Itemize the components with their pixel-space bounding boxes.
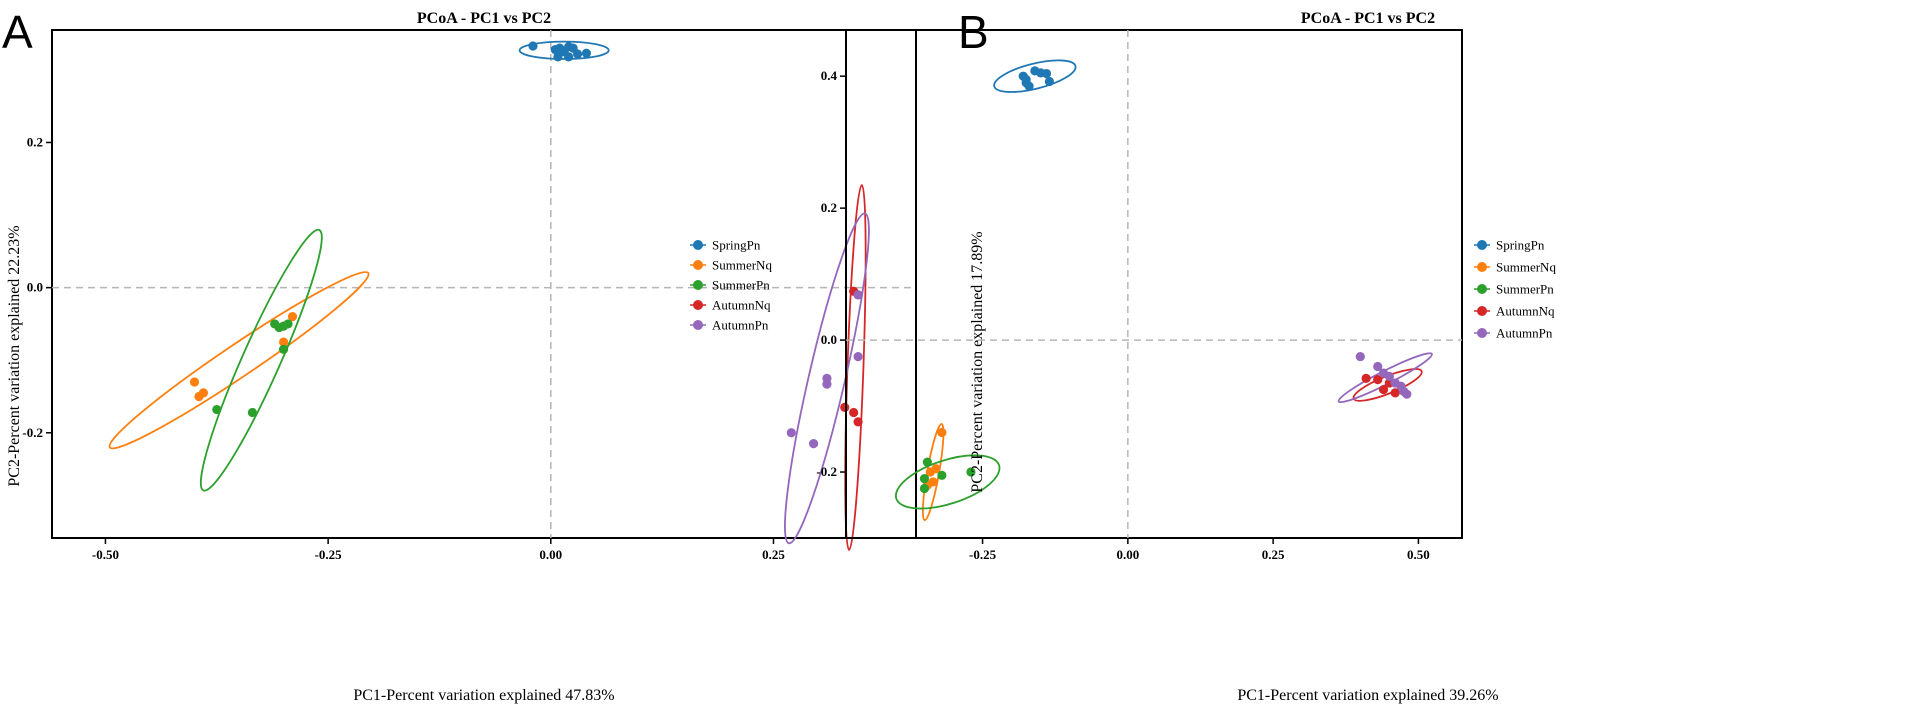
panel-b-legend-label-autumnnq: AutumnNq (1496, 304, 1555, 319)
panel-a-title: PCoA - PC1 vs PC2 (417, 10, 551, 27)
panel-a-legend-label-autumnpn: AutumnPn (712, 318, 769, 333)
panel-a-legend-marker-summernq (693, 260, 703, 270)
panel-b-point-springpn (1044, 76, 1054, 87)
panel-b-point-summerpn (937, 470, 947, 480)
panel-a-xtick-label: -0.50 (92, 547, 119, 562)
panel-a-xtick-label: -0.25 (315, 547, 343, 562)
panel-a-xtick-label: 0.00 (539, 547, 562, 562)
panel-b-plot: -0.25 0.00 0.25 0.50 -0.2 0.0 0.2 0.4 (816, 29, 1463, 562)
panel-b-ellipse-springpn (993, 59, 1077, 93)
panel-a-letter: A (2, 6, 33, 58)
panel-a-point-autumnnq (849, 407, 859, 418)
panel-a-legend-marker-autumnnq (693, 300, 703, 310)
panel-b-ylabel: PC2-Percent variation explained 17.89% (969, 231, 986, 492)
panel-a-legend-marker-summerpn (693, 280, 703, 290)
panel-a-point-springpn (564, 52, 574, 62)
panel-b-point-autumnpn (1373, 361, 1383, 372)
panel-a-point-autumnnq (840, 402, 850, 412)
panel-b-xtick-label: 0.00 (1116, 547, 1139, 562)
panel-a-point-summerpn (283, 319, 293, 329)
panel-b-legend-marker-summernq (1477, 262, 1487, 272)
panel-b-xtick-label: 0.25 (1262, 547, 1285, 562)
panel-a-legend: SpringPn SummerNq SummerPn AutumnNq AutumnPn (690, 238, 772, 333)
panel-b-legend-marker-springpn (1477, 240, 1487, 250)
panel-b-point-summerpn (919, 474, 930, 484)
panel-b-frame (845, 29, 1463, 539)
panel-a-ytick-label: -0.2 (22, 425, 43, 440)
panel-b-point-springpn (1021, 74, 1031, 85)
panel-a-point-summerpn (212, 404, 222, 415)
panel-a-ellipse-springpn (518, 40, 610, 60)
panel-a-ylabel: PC2-Percent variation explained 22.23% (6, 225, 23, 486)
panel-a-point-summerpn (247, 407, 258, 418)
panel-b-ytick-label: 0.2 (821, 200, 837, 215)
panel-a-legend-label-summernq: SummerNq (712, 258, 772, 273)
panel-a-point-summernq (189, 377, 200, 387)
panel-a-legend-label-springpn: SpringPn (712, 238, 761, 253)
panel-b-point-autumnnq (1378, 384, 1389, 395)
panel-b-point-autumnpn (1355, 351, 1365, 362)
panel-b-legend-marker-autumnpn (1477, 328, 1487, 338)
panel-a-point-autumnpn (808, 439, 819, 449)
panel-a-frame (51, 29, 917, 539)
panel-b-legend-label-summernq: SummerNq (1496, 260, 1556, 275)
panel-b-point-autumnnq (1390, 388, 1400, 398)
panel-a-point-autumnpn (786, 428, 796, 438)
panel-b-legend: SpringPn SummerNq SummerPn AutumnNq AutumnPn (1474, 238, 1556, 341)
panel-a-ytick-label: 0.0 (27, 280, 43, 295)
panel-a-ellipse-autumnpn (784, 212, 870, 545)
panel-a-xtick-label: 0.25 (762, 547, 785, 562)
panel-a-point-summernq (278, 337, 289, 347)
panel-b-xlabel: PC1-Percent variation explained 39.26% (1237, 687, 1498, 704)
panel-a: A PCoA - PC1 vs PC2 -0.50 -0.25 0.00 0.25-0… (2, 6, 917, 704)
panel-b-point-summerpn (919, 483, 930, 494)
panel-b-legend-label-springpn: SpringPn (1496, 238, 1545, 253)
panel-a-point-springpn (528, 41, 538, 51)
panel-a-point-springpn (553, 52, 563, 62)
panel-a-point-springpn (572, 49, 583, 59)
panel-a-point-autumnnq (853, 417, 863, 427)
panel-b-ytick-label: -0.2 (816, 464, 837, 479)
panel-b-point-autumnnq (1373, 375, 1383, 385)
panel-b-point-summerpn (922, 457, 932, 467)
panel-b-title: PCoA - PC1 vs PC2 (1301, 10, 1435, 27)
panel-b: B PCoA - PC1 vs PC2 -0.25 0.00 0.25 0.50-0.… (816, 6, 1556, 704)
panel-b-point-springpn (1041, 68, 1052, 79)
panel-a-xlabel: PC1-Percent variation explained 47.83% (353, 687, 614, 704)
panel-a-legend-marker-springpn (693, 240, 703, 250)
panel-a-ellipse-summerpn (199, 228, 323, 492)
panel-a-point-summernq (198, 388, 209, 398)
panel-a-point-summernq (287, 312, 298, 322)
panel-a-ytick-label: 0.2 (27, 134, 43, 149)
panel-a-point-summerpn (278, 344, 289, 354)
panel-a-point-autumnpn (822, 379, 832, 389)
panel-a-ellipse-summernq (108, 271, 370, 450)
panel-a-plot: -0.50 -0.25 0.00 0.25 -0.2 0.0 0.2 (22, 29, 917, 562)
panel-b-point-summernq (937, 427, 947, 438)
panel-b-xtick-label: -0.25 (969, 547, 997, 562)
panel-a-legend-marker-autumnpn (693, 320, 703, 330)
panel-b-letter: B (958, 6, 989, 58)
panel-a-point-autumnpn (853, 351, 863, 362)
panel-a-legend-label-summerpn: SummerPn (712, 278, 770, 293)
panel-b-legend-marker-summerpn (1477, 284, 1487, 294)
panel-b-point-summernq (931, 464, 941, 474)
panel-b-ellipse-summerpn (894, 454, 1001, 510)
panel-b-point-summerpn (966, 467, 976, 477)
panel-a-legend-label-autumnnq: AutumnNq (712, 298, 771, 313)
panel-a-point-springpn (581, 48, 592, 58)
panel-b-ytick-label: 0.4 (821, 68, 838, 83)
panel-b-xtick-label: 0.50 (1407, 547, 1430, 562)
panel-b-legend-label-summerpn: SummerPn (1496, 282, 1554, 297)
panel-b-point-autumnnq (1361, 373, 1371, 383)
panel-a-point-autumnpn (853, 290, 863, 300)
panel-b-ytick-label: 0.0 (821, 332, 837, 347)
panel-b-legend-marker-autumnnq (1477, 306, 1487, 316)
panel-b-point-autumnpn (1402, 389, 1412, 399)
panel-b-point-autumnpn (1378, 368, 1389, 378)
panel-b-legend-label-autumnpn: AutumnPn (1496, 326, 1553, 341)
